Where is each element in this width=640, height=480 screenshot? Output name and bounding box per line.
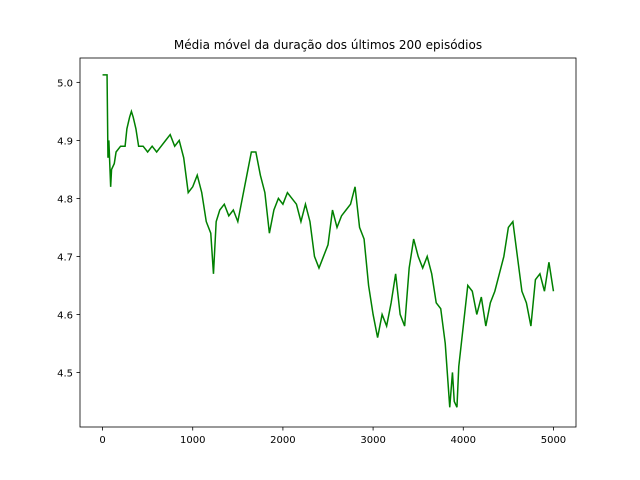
x-tick-label: 2000 (270, 435, 295, 446)
y-tick-label: 4.9 (57, 136, 73, 147)
plot-frame (79, 57, 577, 428)
y-tick-label: 4.5 (57, 368, 73, 379)
x-tick-label: 3000 (360, 435, 385, 446)
x-tick-label: 5000 (541, 435, 566, 446)
y-tick-label: 5.0 (57, 78, 73, 89)
chart-title: Média móvel da duração dos últimos 200 e… (174, 38, 482, 52)
x-tick-label: 0 (99, 435, 105, 446)
y-tick-label: 4.6 (57, 310, 73, 321)
y-tick-label: 4.7 (57, 252, 73, 263)
y-tick-label: 4.8 (57, 194, 73, 205)
line-series (102, 74, 555, 408)
x-tick-label: 1000 (180, 435, 205, 446)
x-tick-label: 4000 (451, 435, 476, 446)
